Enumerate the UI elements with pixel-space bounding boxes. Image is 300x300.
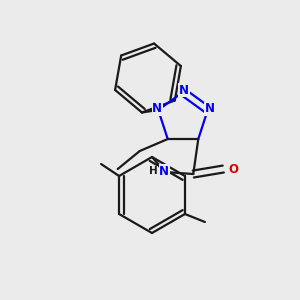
Text: N: N bbox=[159, 164, 169, 178]
Text: N: N bbox=[152, 103, 162, 116]
Text: O: O bbox=[228, 163, 238, 176]
Text: N: N bbox=[179, 83, 189, 97]
Text: N: N bbox=[205, 103, 215, 116]
Text: H: H bbox=[149, 166, 158, 176]
